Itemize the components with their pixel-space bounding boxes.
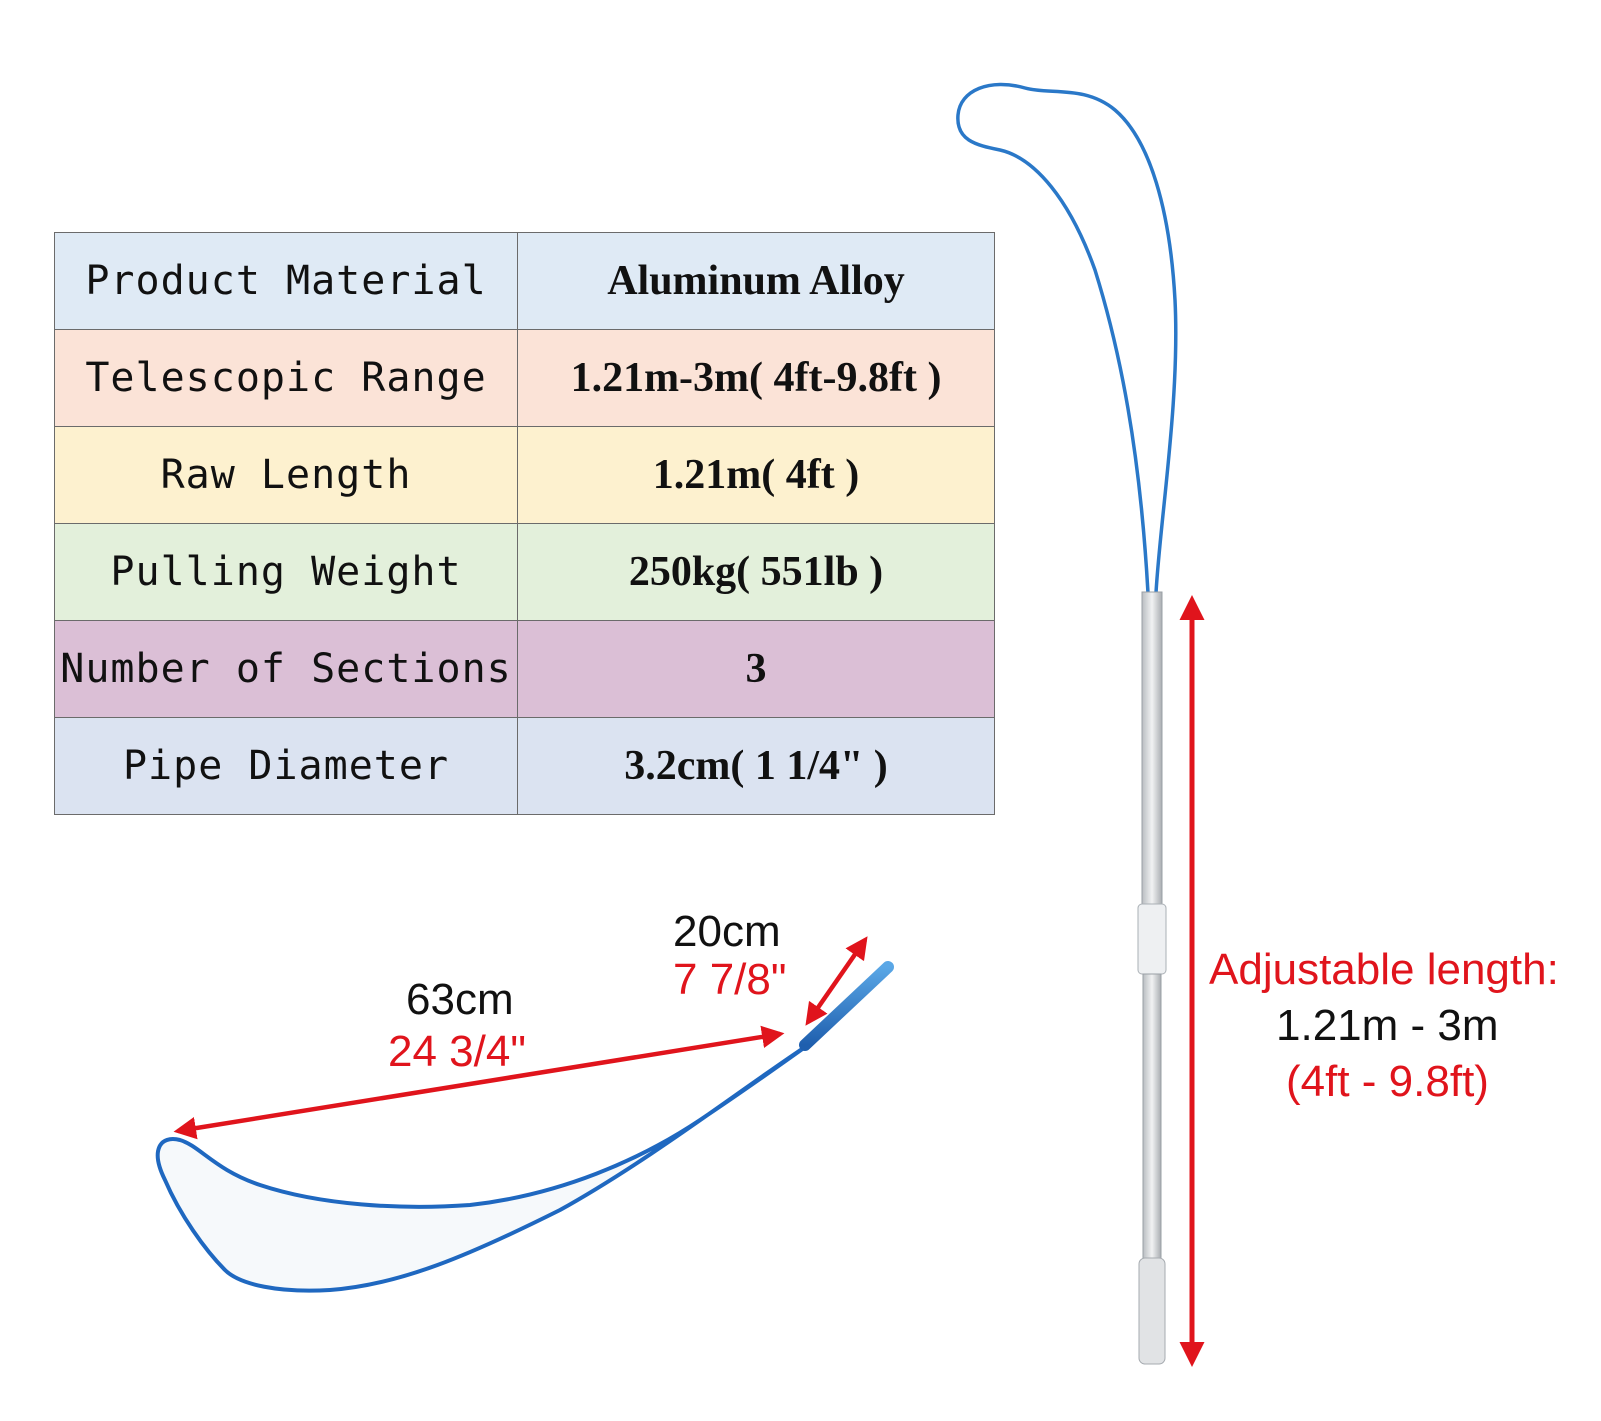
spec-label: Raw Length <box>54 426 518 524</box>
pole-connector <box>1137 903 1167 975</box>
spec-row-raw-length: Raw Length 1.21m( 4ft ) <box>54 426 995 524</box>
spec-value: 250kg( 551lb ) <box>517 523 995 621</box>
spec-value: 3.2cm( 1 1/4" ) <box>517 717 995 815</box>
hoop-length-imperial-label: 24 3/4" <box>388 1027 526 1076</box>
pole-lower-section <box>1142 973 1162 1261</box>
spec-value: 3 <box>517 620 995 718</box>
spec-row-material: Product Material Aluminum Alloy <box>54 232 995 330</box>
spec-row-sections: Number of Sections 3 <box>54 620 995 718</box>
spec-table: Product Material Aluminum Alloy Telescop… <box>54 232 995 815</box>
hoop-length-metric-label: 63cm <box>406 975 514 1024</box>
hoop-loop-icon <box>155 1043 810 1293</box>
adjustable-length-metric: 1.21m - 3m <box>1276 1001 1499 1050</box>
handle-length-metric-label: 20cm <box>673 907 781 956</box>
spec-label: Pipe Diameter <box>54 717 518 815</box>
spec-label: Telescopic Range <box>54 329 518 427</box>
pole-upper-section <box>1141 591 1163 905</box>
spec-row-pulling-weight: Pulling Weight 250kg( 551lb ) <box>54 523 995 621</box>
spec-value: 1.21m-3m( 4ft-9.8ft ) <box>517 329 995 427</box>
spec-label: Product Material <box>54 232 518 330</box>
spec-row-pipe-diameter: Pipe Diameter 3.2cm( 1 1/4" ) <box>54 717 995 815</box>
handle-length-arrow <box>805 936 868 1026</box>
spec-value: 1.21m( 4ft ) <box>517 426 995 524</box>
pole-loop-icon <box>956 82 1178 594</box>
pole-tool-image <box>956 82 1178 1365</box>
spec-value: Aluminum Alloy <box>517 232 995 330</box>
spec-label: Pulling Weight <box>54 523 518 621</box>
spec-row-telescopic-range: Telescopic Range 1.21m-3m( 4ft-9.8ft ) <box>54 329 995 427</box>
adjustable-length-imperial: (4ft - 9.8ft) <box>1286 1057 1489 1106</box>
spec-label: Number of Sections <box>54 620 518 718</box>
adjustable-length-title: Adjustable length: <box>1209 945 1559 994</box>
pole-grip <box>1138 1257 1166 1365</box>
hoop-length-arrow <box>173 1025 785 1140</box>
hoop-tool-image <box>155 961 894 1293</box>
handle-length-imperial-label: 7 7/8" <box>673 955 787 1004</box>
